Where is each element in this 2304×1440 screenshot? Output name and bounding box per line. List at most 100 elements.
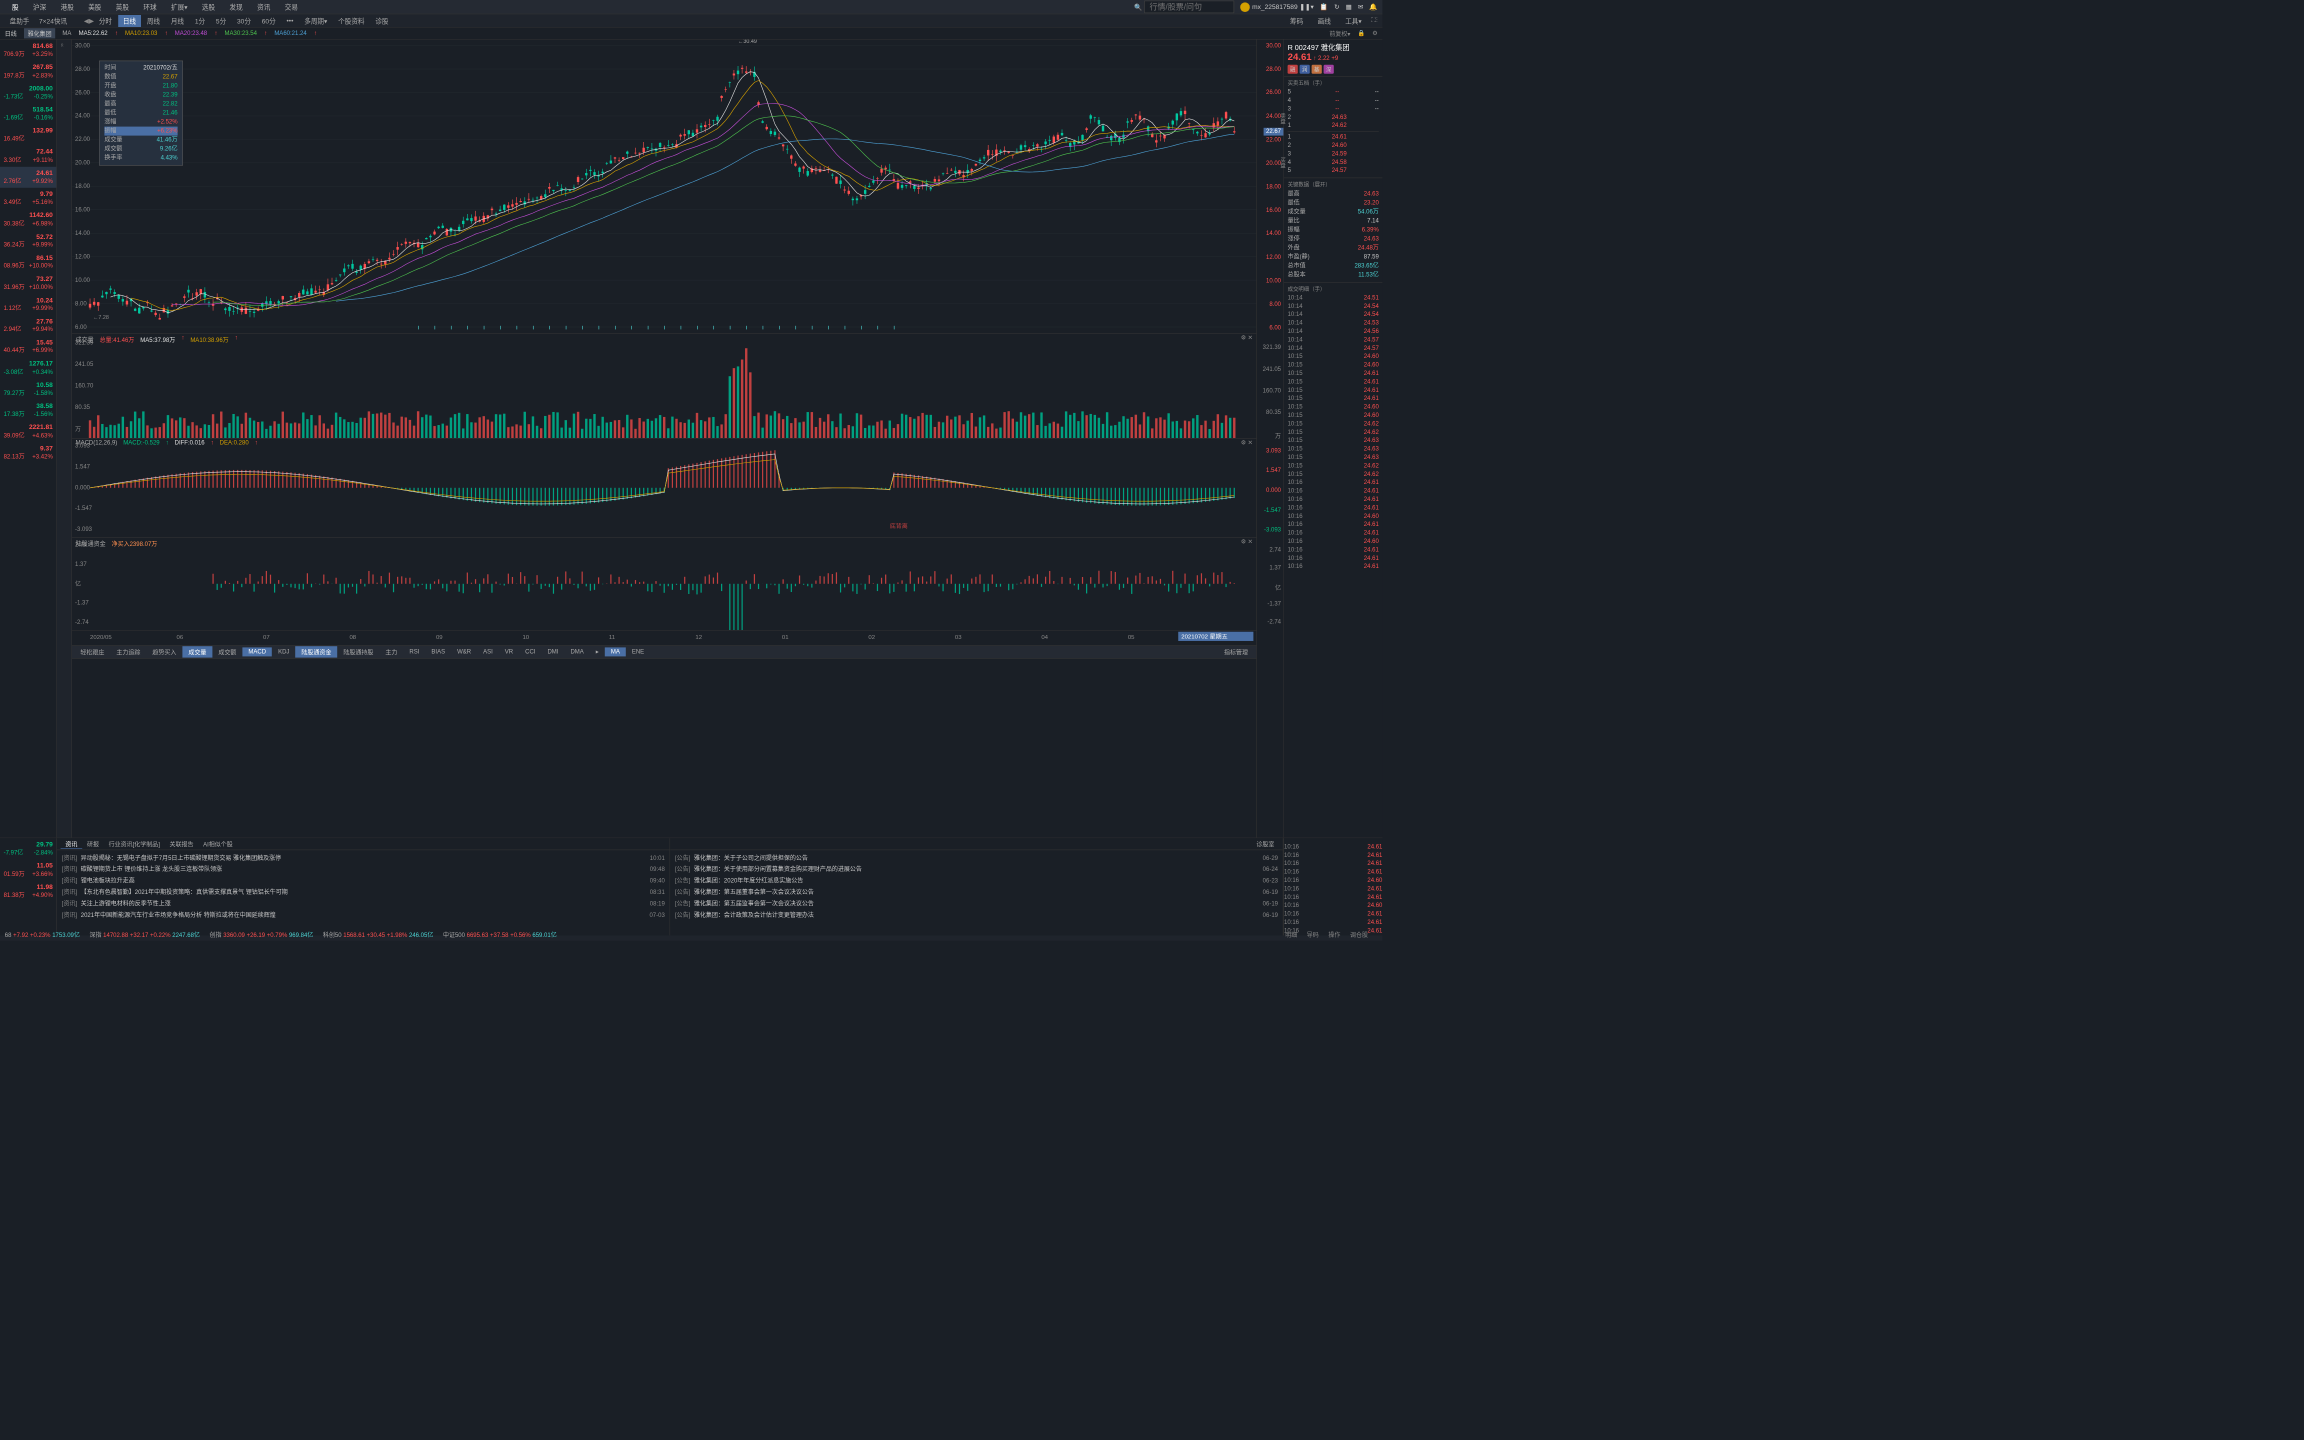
subnav-0[interactable]: 盘助手 [5,16,34,26]
pane-close-icon[interactable]: ✕ [1248,539,1253,546]
watchlist-item[interactable]: 73.2731.96万+10.00% [0,273,56,294]
indicator-tab-VR[interactable]: VR [499,647,519,656]
index-quote[interactable]: 深指 14702.88 +32.17 +0.22% 2247.68亿 [89,930,199,939]
pane-close-icon[interactable]: ✕ [1248,335,1253,342]
period-周线[interactable]: 周线 [142,15,165,27]
nav-item-9[interactable]: 资讯 [250,2,278,12]
news-item[interactable]: [资讯]异动股揭秘：无锡电子盘拟于7月5日上市碳酸锂期货交易 雅化集团触及涨停1… [57,853,670,864]
status-action[interactable]: 导码 [1307,930,1319,939]
index-quote[interactable]: 中证500 6695.63 +37.58 +0.56% 659.01亿 [443,930,557,939]
status-action[interactable]: 调仓股 [1350,930,1368,939]
watchlist-item[interactable]: 132.9916.49亿 [0,124,56,145]
pane-gear-icon[interactable]: ⚙ [1241,440,1246,447]
index-quote[interactable]: 科创50 1568.61 +30.45 +1.98% 246.05亿 [323,930,433,939]
adjust-mode[interactable]: 前复权▾ [1329,29,1350,38]
notifications-icon[interactable]: 📋 [1320,3,1328,11]
period-诊股[interactable]: 诊股 [371,15,394,27]
watchlist-item[interactable]: 11.9881.38万+4.90% [0,881,56,902]
watchlist-item[interactable]: 52.7236.24万+9.99% [0,230,56,251]
nav-item-2[interactable]: 港股 [53,2,81,12]
announcement-item[interactable]: [公告]雅化集团：2020年年度分红派息实施公告06-23 [670,875,1283,886]
refresh-icon[interactable]: ↻ [1334,3,1340,11]
indicator-tab-BIAS[interactable]: BIAS [425,647,451,656]
announcement-item[interactable]: [公告]雅化集团：会计政策及会计估计变更管理办法06-19 [670,910,1283,921]
period-60分[interactable]: 60分 [257,15,281,27]
nav-item-0[interactable]: 股 [5,2,26,12]
announcement-item[interactable]: [公告]雅化集团：第五届监事会第一次会议决议公告06-19 [670,898,1283,909]
watchlist-item[interactable]: 1142.6030.38亿+6.98% [0,209,56,230]
watchlist-item[interactable]: 86.1508.96万+10.00% [0,251,56,272]
indicator-tab-DMI[interactable]: DMI [541,647,564,656]
indicator-tab-ENE[interactable]: ENE [626,647,650,656]
news-item[interactable]: [资讯]2021年中国新能源汽车行业市场竞争格局分析 特斯拉或将在中国延续辉煌0… [57,910,670,921]
news-tab[interactable]: 行业资讯[化学制品] [104,839,165,848]
diagnosis-tab[interactable]: 诊股室 [1252,839,1280,848]
watchlist-item[interactable]: 72.443.30亿+9.11% [0,145,56,166]
news-tab[interactable]: 资讯 [61,839,83,849]
watchlist-item[interactable]: 11.0501.59万+3.66% [0,859,56,880]
news-tab[interactable]: AI相似个股 [198,839,237,848]
apps-icon[interactable]: ▦ [1346,3,1352,11]
indicator-manage[interactable]: 指标管理 [1218,646,1254,657]
period-1分[interactable]: 1分 [190,15,210,27]
status-action[interactable]: 明细 [1285,930,1297,939]
indicator-tab-轻松跟庄[interactable]: 轻松跟庄 [74,646,110,657]
watchlist-item[interactable]: 9.793.49亿+5.16% [0,188,56,209]
nav-item-1[interactable]: 沪深 [26,2,54,12]
watchlist-item[interactable]: 814.68706.9万+3.25% [0,40,56,61]
announcement-item[interactable]: [公告]雅化集团：关于使用部分闲置募集资金购买理财产品的进展公告06-24 [670,864,1283,875]
subnav-1[interactable]: 7×24快讯 [34,16,72,26]
indicator-tab-成交量[interactable]: 成交量 [182,646,212,657]
indicator-tab-主力[interactable]: 主力 [379,646,403,657]
nav-item-5[interactable]: 环球 [136,2,164,12]
tool-1[interactable]: 画线 [1313,16,1336,26]
watchlist-item[interactable]: 27.762.94亿+9.94% [0,315,56,336]
bell-icon[interactable]: 🔔 [1369,3,1377,11]
indicator-tab-KDJ[interactable]: KDJ [272,647,295,656]
watchlist-item[interactable]: 9.3782.13万+3.42% [0,442,56,463]
nav-item-10[interactable]: 交易 [278,2,306,12]
watchlist-item[interactable]: 15.4540.44万+6.99% [0,336,56,357]
macd-chart[interactable]: MACD(12,26,9) MACD:-0.529 ↑ DIFF:0.016 ↑… [72,439,1256,538]
period-多周期▾[interactable]: 多周期▾ [299,15,332,27]
period-月线[interactable]: 月线 [166,15,189,27]
watchlist-item[interactable]: 24.612.76亿+9.92% [0,167,56,188]
news-tab[interactable]: 研报 [82,839,104,848]
tool-0[interactable]: 筹码 [1285,16,1308,26]
user-menu[interactable]: mx_225817589 ❚❚▾ [1240,2,1314,12]
index-quote[interactable]: 创指 3360.09 +26.19 +0.79% 969.84亿 [210,930,314,939]
indicator-tab-MA[interactable]: MA [605,647,626,656]
news-item[interactable]: [资讯]锂电池板块拉升走高09:40 [57,875,670,886]
indicator-tab-主力追踪[interactable]: 主力追踪 [110,646,146,657]
pane-gear-icon[interactable]: ⚙ [1241,335,1246,342]
volume-chart[interactable]: 成交量 总量:41.46万 MA5:37.98万 ↑ MA10:38.96万 ↑… [72,334,1256,439]
news-item[interactable]: [资讯]碳酸锂期货上市 锂价维持上涨 龙头股三连板带队领涨09:48 [57,864,670,875]
announcement-item[interactable]: [公告]雅化集团：关于子公司之间提供担保的公告06-29 [670,853,1283,864]
period-分时[interactable]: 分时 [94,15,117,27]
collapse-handle[interactable]: ‹‹ [57,40,68,51]
watchlist-item[interactable]: 267.85197.8万+2.83% [0,61,56,82]
more-icon[interactable]: ⫶ [1376,17,1378,25]
status-action[interactable]: 操作 [1328,930,1340,939]
indicator-tab-RSI[interactable]: RSI [403,647,425,656]
indicator-tab-趋势买入[interactable]: 趋势买入 [146,646,182,657]
indicator-tab-DMA[interactable]: DMA [564,647,589,656]
indicator-tab-W&R[interactable]: W&R [451,647,477,656]
nav-item-8[interactable]: 发现 [222,2,250,12]
watchlist-item[interactable]: 2221.8139.09亿+4.63% [0,421,56,442]
watchlist-item[interactable]: 10.241.12亿+9.99% [0,294,56,315]
chart-area[interactable]: 时间20210702/五数值22.67开盘21.80收盘22.39最高22.82… [72,40,1256,838]
indicator-tab-ASI[interactable]: ASI [477,647,499,656]
pane-gear-icon[interactable]: ⚙ [1241,539,1246,546]
keydata-title[interactable]: 关键数据（展开） [1288,181,1379,189]
tool-2[interactable]: 工具▾ [1340,16,1366,26]
lock-icon[interactable]: 🔒 [1358,30,1365,37]
period-个股资料[interactable]: 个股资料 [333,15,369,27]
period-日线[interactable]: 日线 [118,15,141,27]
period-•••[interactable]: ••• [282,16,299,26]
watchlist-item[interactable]: 29.79-7.97亿-2.84% [0,838,56,859]
indicator-tab-MACD[interactable]: MACD [242,647,272,656]
news-item[interactable]: [资讯]【东北有色晨智勤】2021年中期投资策略：真供需支撑真景气 锂钴铝长牛可… [57,887,670,898]
watchlist-item[interactable]: 2008.00-1.73亿-0.25% [0,82,56,103]
settings-icon[interactable]: ⚙ [1372,30,1377,37]
